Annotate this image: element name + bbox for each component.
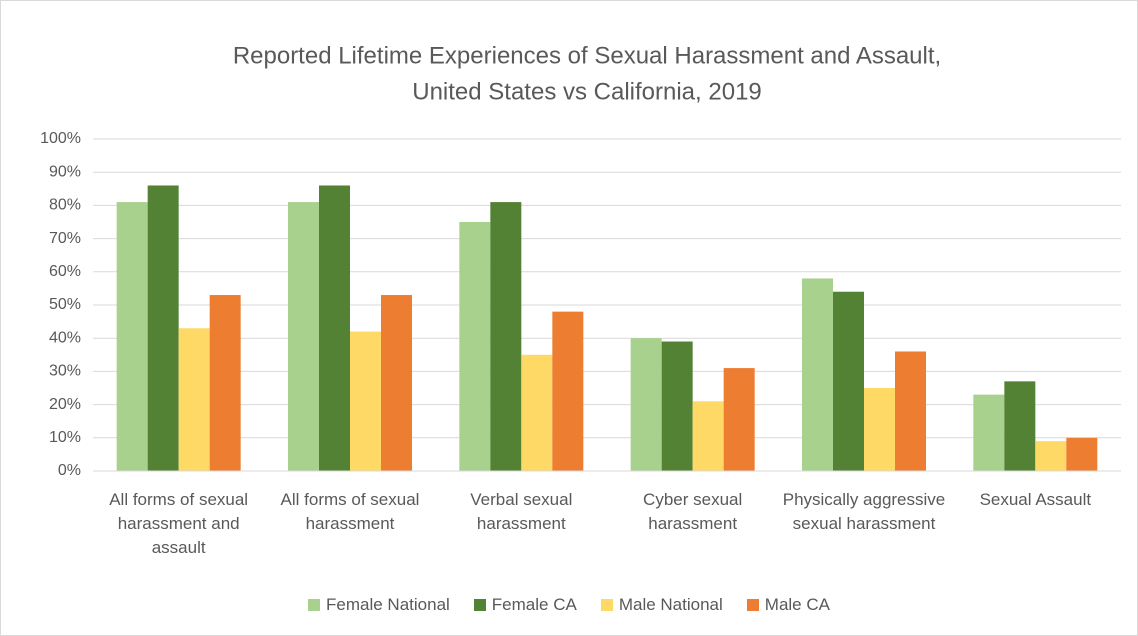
bar	[209, 295, 241, 471]
bar	[895, 351, 926, 471]
bar	[459, 222, 491, 471]
y-tick-label: 30%	[49, 363, 81, 380]
y-tick-label: 40%	[49, 329, 81, 346]
bar	[1035, 441, 1067, 471]
chart-title: Reported Lifetime Experiences of Sexual …	[233, 42, 941, 69]
legend-swatch	[473, 599, 486, 611]
bar	[723, 368, 755, 471]
legend-swatch	[746, 599, 759, 611]
x-tick-label: Cyber sexual harassment	[643, 490, 743, 533]
y-tick-label: 100%	[40, 130, 81, 147]
bar	[319, 185, 350, 472]
legend-label: Female CA	[491, 595, 577, 614]
legend: Female National Female CA Male National Mal…	[1, 595, 1137, 615]
y-tick-label: 60%	[49, 263, 81, 280]
x-tick-label: All forms of sexual harassment and assau…	[109, 490, 249, 557]
bar	[692, 401, 724, 471]
y-tick-label: 10%	[49, 429, 81, 446]
legend-label: Female National	[326, 595, 450, 614]
bar	[288, 202, 319, 471]
bar	[973, 394, 1005, 471]
y-tick-label: 50%	[49, 296, 81, 313]
chart-title: United States vs California, 2019	[412, 78, 762, 105]
x-tick-label: Verbal sexual harassment	[470, 490, 573, 533]
y-tick-label: 0%	[58, 462, 81, 479]
bar	[802, 278, 833, 471]
legend-item: Male National	[600, 595, 723, 615]
y-tick-label: 80%	[49, 197, 81, 214]
legend-label: Male CA	[764, 595, 830, 614]
bar	[1004, 381, 1036, 471]
bar	[630, 338, 662, 471]
x-tick-label: All forms of sexual harassment	[280, 490, 420, 533]
legend-item: Female CA	[473, 595, 577, 615]
legend-item: Female National	[308, 595, 450, 615]
x-tick-label: Physically aggressive sexual harassment	[782, 490, 946, 533]
y-tick-label: 20%	[49, 396, 81, 413]
bar	[833, 291, 864, 471]
legend-item: Male CA	[746, 595, 830, 615]
legend-swatch	[308, 599, 321, 611]
bar	[552, 311, 584, 471]
legend-swatch	[600, 599, 613, 611]
bar	[521, 354, 553, 471]
bar	[147, 185, 179, 472]
legend-label: Male National	[618, 595, 723, 614]
bar	[381, 295, 412, 471]
x-tick-label: Sexual Assault	[979, 490, 1092, 509]
bar	[116, 202, 148, 471]
bar	[490, 202, 522, 471]
bar	[864, 388, 895, 471]
y-tick-label: 70%	[49, 230, 81, 247]
bar	[1066, 437, 1098, 471]
bar	[178, 328, 210, 471]
bar	[661, 341, 693, 471]
bar	[350, 331, 381, 471]
y-tick-label: 90%	[49, 163, 81, 180]
